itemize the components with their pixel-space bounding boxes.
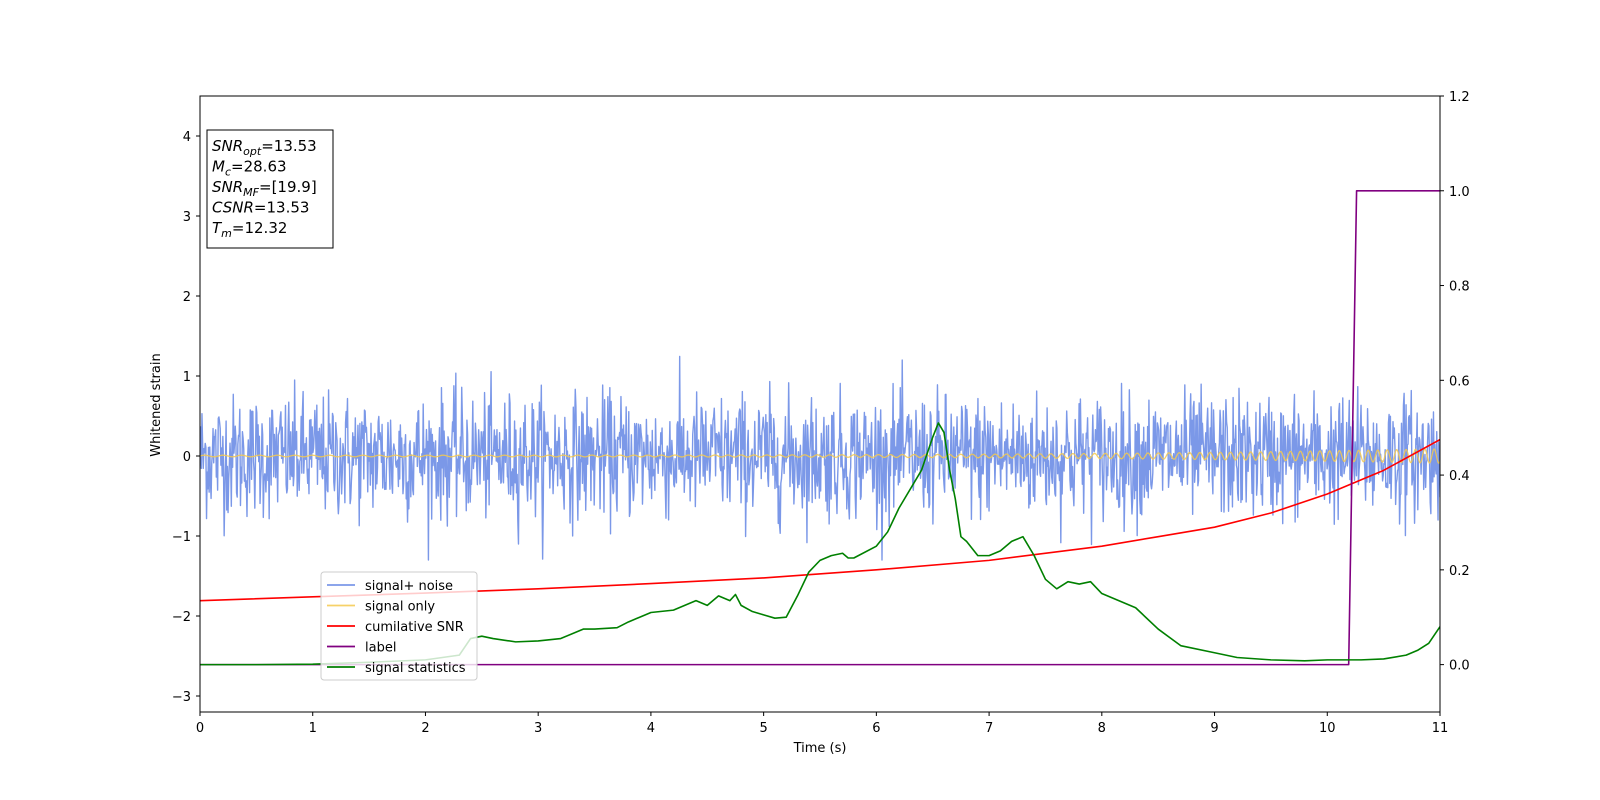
x-tick-label: 3 xyxy=(534,721,542,736)
legend-label: signal+ noise xyxy=(365,579,453,594)
x-tick-label: 0 xyxy=(196,721,204,736)
annotation-line: Tm=12.32 xyxy=(212,219,287,240)
y2-tick-label: 0.2 xyxy=(1449,564,1470,579)
annotation-frame xyxy=(206,129,334,249)
x-tick-label: 10 xyxy=(1319,721,1336,736)
y-tick-label: 1 xyxy=(183,370,191,385)
legend-label: signal statistics xyxy=(365,661,466,676)
annotation-value: =28.63 xyxy=(231,158,287,176)
legend: signal+ noise signal only cumilative SNR la… xyxy=(320,571,478,681)
y2-tick-label: 0.4 xyxy=(1449,469,1470,484)
x-tick-label: 11 xyxy=(1432,721,1449,736)
y2-tick-label: 0.8 xyxy=(1449,280,1470,295)
y-axis-label: Whitened strain xyxy=(149,353,164,456)
y2-tick-label: 0.0 xyxy=(1449,659,1470,674)
legend-frame xyxy=(320,571,478,681)
left-y-axis: −3 −2 −1 0 1 2 3 4 xyxy=(172,130,200,705)
y-tick-label: −2 xyxy=(172,610,191,625)
y2-tick-label: 0.6 xyxy=(1449,374,1470,389)
x-axis: 0 1 2 3 4 5 6 7 8 9 10 11 xyxy=(196,712,1448,736)
x-tick-label: 2 xyxy=(421,721,429,736)
stats-annotation-box: SNRopt=13.53Mc=28.63SNRMF=[19.9]CSNR=13.… xyxy=(206,129,334,249)
annotation-subscript: opt xyxy=(243,145,262,158)
y2-tick-label: 1.0 xyxy=(1449,185,1470,200)
annotation-subscript: m xyxy=(221,227,232,240)
x-tick-label: 9 xyxy=(1210,721,1218,736)
y-tick-label: 3 xyxy=(183,210,191,225)
legend-label: label xyxy=(365,641,396,656)
annotation-subscript: MF xyxy=(243,186,259,199)
y-tick-label: 0 xyxy=(183,450,191,465)
x-axis-label: Time (s) xyxy=(793,741,847,756)
annotation-symbol: CSNR xyxy=(212,199,254,217)
y2-tick-label: 1.2 xyxy=(1449,90,1470,105)
annotation-line: SNRMF=[19.9] xyxy=(212,178,317,199)
x-tick-label: 7 xyxy=(985,721,993,736)
annotation-value: =[19.9] xyxy=(259,178,317,196)
legend-label: signal only xyxy=(365,600,435,615)
annotation-symbol: SNR xyxy=(212,137,243,155)
x-tick-label: 4 xyxy=(647,721,655,736)
series-label xyxy=(200,189,1440,666)
y-tick-label: 4 xyxy=(183,130,191,145)
annotation-symbol: M xyxy=(212,158,225,176)
right-y-axis: 0.0 0.2 0.4 0.6 0.8 1.0 1.2 xyxy=(1440,90,1470,674)
annotation-subscript: c xyxy=(225,166,231,179)
series-signal-statistics xyxy=(200,422,1440,666)
annotation-line: CSNR=13.53 xyxy=(212,199,309,217)
annotation-value: =13.53 xyxy=(254,199,310,217)
annotation-symbol: T xyxy=(212,219,223,237)
x-tick-label: 6 xyxy=(872,721,880,736)
legend-label: cumilative SNR xyxy=(365,620,464,635)
annotation-value: =13.53 xyxy=(261,137,317,155)
y-tick-label: −3 xyxy=(172,690,191,705)
annotation-value: =12.32 xyxy=(232,219,288,237)
series-signal-noise xyxy=(200,355,1440,561)
x-tick-label: 5 xyxy=(759,721,767,736)
annotation-line: SNRopt=13.53 xyxy=(212,137,317,158)
x-tick-label: 1 xyxy=(309,721,317,736)
x-tick-label: 8 xyxy=(1098,721,1106,736)
series-signal-only xyxy=(200,448,1440,464)
annotation-line: Mc=28.63 xyxy=(212,158,287,179)
annotation-symbol: SNR xyxy=(212,178,243,196)
y-tick-label: −1 xyxy=(172,530,191,545)
axes-frame xyxy=(199,95,1441,713)
y-tick-label: 2 xyxy=(183,290,191,305)
